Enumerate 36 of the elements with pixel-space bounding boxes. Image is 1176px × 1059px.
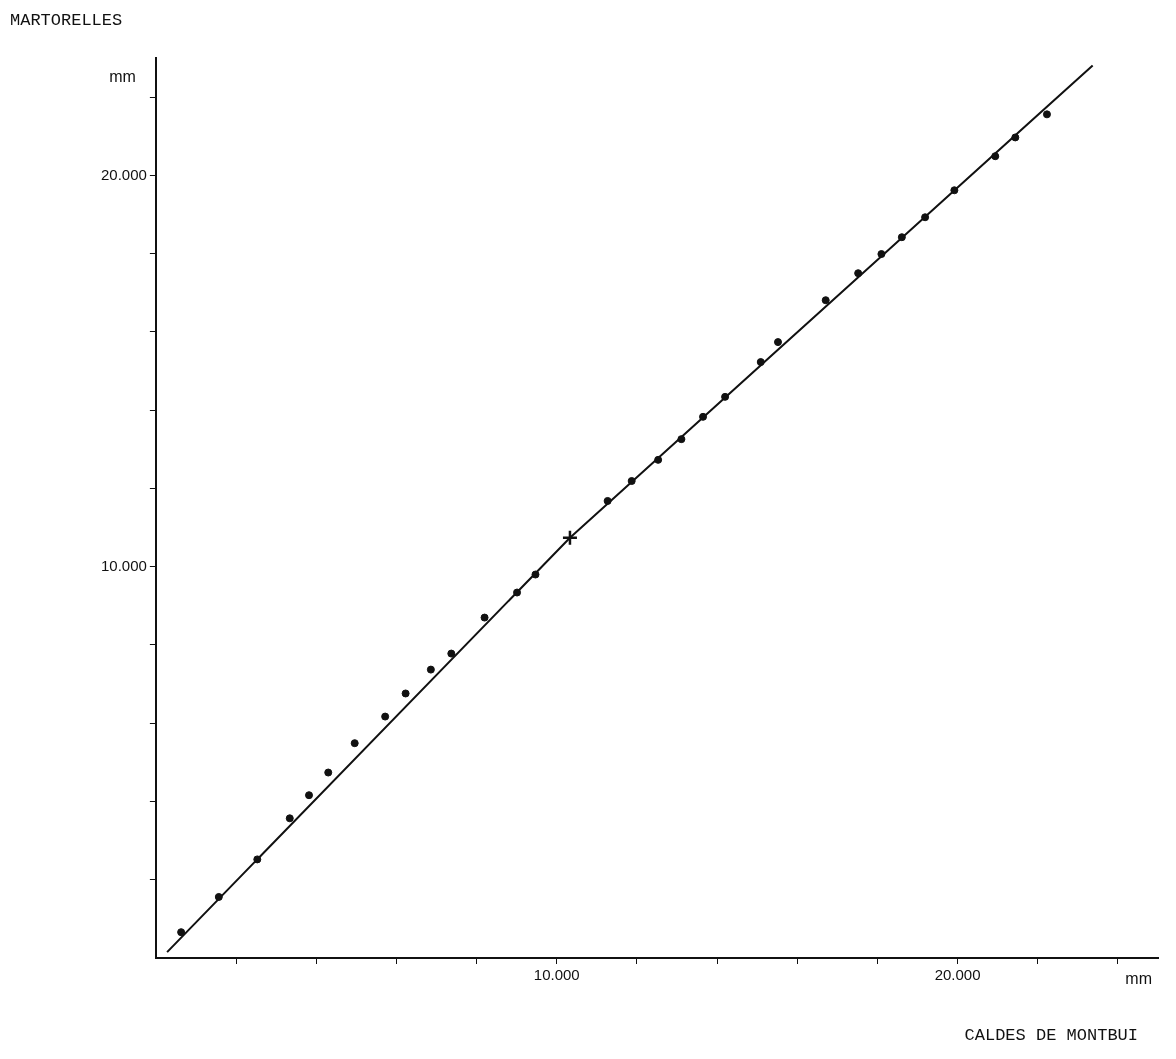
text: mm bbox=[109, 68, 136, 86]
point bbox=[513, 588, 522, 597]
point bbox=[627, 477, 636, 485]
point bbox=[480, 613, 489, 622]
point bbox=[561, 529, 579, 546]
y-axis-title: MARTORELLES bbox=[10, 11, 123, 30]
point bbox=[177, 928, 186, 937]
point bbox=[756, 358, 765, 367]
point bbox=[877, 250, 886, 259]
point bbox=[721, 392, 730, 401]
point bbox=[253, 855, 262, 864]
point bbox=[854, 269, 863, 278]
point bbox=[531, 570, 540, 579]
point bbox=[447, 649, 456, 658]
point bbox=[897, 233, 906, 242]
point bbox=[603, 496, 612, 505]
point bbox=[305, 791, 313, 800]
point bbox=[699, 412, 708, 421]
point bbox=[654, 455, 663, 464]
point bbox=[774, 338, 782, 347]
point bbox=[381, 712, 390, 721]
point bbox=[921, 213, 930, 222]
point bbox=[677, 435, 686, 444]
x-axis-title: CALDES DE MONTBUI bbox=[964, 1026, 1138, 1045]
point bbox=[426, 665, 435, 674]
point bbox=[324, 768, 333, 777]
point bbox=[350, 739, 359, 748]
point bbox=[1042, 110, 1051, 119]
point bbox=[285, 814, 294, 823]
point bbox=[401, 689, 410, 698]
text: mm bbox=[1125, 970, 1152, 988]
point bbox=[1011, 133, 1020, 142]
point bbox=[214, 892, 223, 901]
point bbox=[950, 186, 959, 195]
point bbox=[821, 296, 830, 305]
point bbox=[991, 152, 1000, 161]
